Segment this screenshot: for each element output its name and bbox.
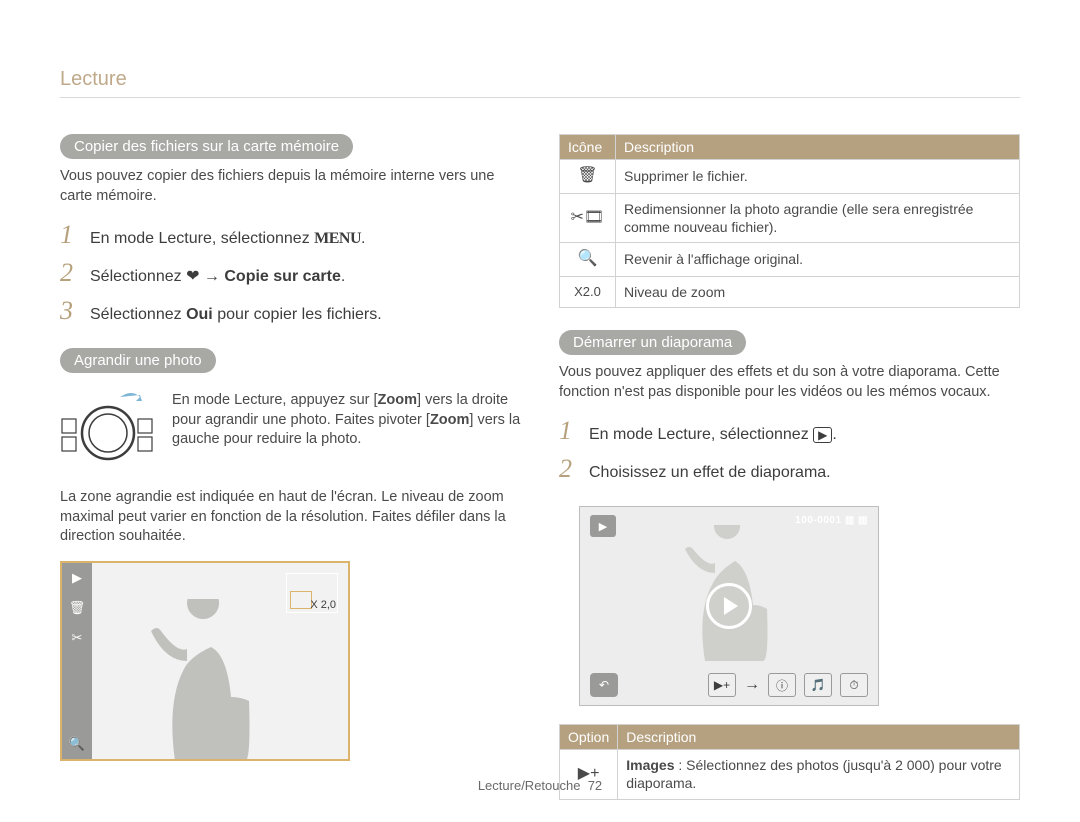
section-header: Lecture bbox=[60, 68, 1020, 91]
magnifier-icon: 🔍 bbox=[560, 243, 616, 277]
crop-icon: ✂ bbox=[62, 623, 92, 653]
arrow-icon: → bbox=[204, 268, 220, 285]
play-button-icon bbox=[706, 583, 752, 629]
info-icon: ⓘ bbox=[768, 673, 796, 697]
step-2: 2 Choisissez un effet de diaporama. bbox=[559, 454, 1020, 484]
divider bbox=[60, 97, 1020, 98]
slideshow-screenshot: ▶ 100-0001 ▥ ▥ ↶ ▶+ → ⓘ 🎵 ⏱ bbox=[579, 506, 879, 706]
page-footer: Lecture/Retouche 72 bbox=[0, 778, 1080, 793]
heart-icon: ❤ bbox=[186, 268, 199, 285]
slideshow-icon: ▶ bbox=[813, 427, 832, 443]
trash-icon: 🗑 bbox=[62, 593, 92, 623]
th-desc: Description bbox=[616, 135, 1020, 160]
table-row: 🔍 Revenir à l'affichage original. bbox=[560, 243, 1020, 277]
zoom-level-label: X 2,0 bbox=[310, 599, 336, 611]
step-number: 3 bbox=[60, 296, 80, 326]
play-badge-icon: ▶ bbox=[590, 515, 616, 537]
steps-copy: 1 En mode Lecture, sélectionnez MENU. 2 … bbox=[60, 220, 521, 326]
intro-slideshow: Vous pouvez appliquer des effets et du s… bbox=[559, 363, 1020, 402]
cell-desc: Redimensionner la photo agrandie (elle s… bbox=[616, 193, 1020, 242]
zoom-instruction-text: En mode Lecture, appuyez sur [Zoom] vers… bbox=[172, 391, 521, 450]
heading-copy-files: Copier des fichiers sur la carte mémoire bbox=[60, 134, 353, 159]
step-3: 3 Sélectionnez Oui pour copier les fichi… bbox=[60, 296, 521, 326]
resize-icon: ✂🎞 bbox=[560, 193, 616, 242]
left-column: Copier des fichiers sur la carte mémoire… bbox=[60, 134, 521, 822]
magnifier-icon: 🔍 bbox=[62, 729, 92, 759]
timer-icon: ⏱ bbox=[840, 673, 868, 697]
step-text: Choisissez un effet de diaporama. bbox=[589, 462, 831, 484]
heading-slideshow: Démarrer un diaporama bbox=[559, 330, 746, 355]
step-text: Sélectionnez Oui pour copier les fichier… bbox=[90, 304, 382, 326]
menu-icon: MENU bbox=[314, 230, 361, 247]
file-counter: 100-0001 ▥ ▥ bbox=[795, 515, 868, 526]
steps-slideshow: 1 En mode Lecture, sélectionnez ▶. 2 Cho… bbox=[559, 416, 1020, 484]
zoom-screenshot: ▶ 🗑 ✂ 🔍 X 2,0 bbox=[60, 561, 350, 761]
cell-desc: Revenir à l'affichage original. bbox=[616, 243, 1020, 277]
step-text: En mode Lecture, sélectionnez ▶. bbox=[589, 424, 837, 446]
step-number: 1 bbox=[559, 416, 579, 446]
right-column: Icône Description 🗑 Supprimer le fichier… bbox=[559, 134, 1020, 822]
child-silhouette bbox=[115, 599, 295, 759]
back-icon: ↶ bbox=[590, 673, 618, 697]
images-icon: ▶+ bbox=[708, 673, 736, 697]
th-icon: Icône bbox=[560, 135, 616, 160]
table-row: ✂🎞 Redimensionner la photo agrandie (ell… bbox=[560, 193, 1020, 242]
step-number: 2 bbox=[60, 258, 80, 288]
step-2: 2 Sélectionnez ❤ → Copie sur carte. bbox=[60, 258, 521, 288]
slideshow-bottom-bar: ↶ ▶+ → ⓘ 🎵 ⏱ bbox=[580, 673, 878, 697]
cell-desc: Supprimer le fichier. bbox=[616, 160, 1020, 194]
th-option: Option bbox=[560, 725, 618, 750]
step-text: En mode Lecture, sélectionnez MENU. bbox=[90, 228, 365, 250]
step-1: 1 En mode Lecture, sélectionnez MENU. bbox=[60, 220, 521, 250]
intro-copy-files: Vous pouvez copier des fichiers depuis l… bbox=[60, 167, 521, 206]
arrow-icon: → bbox=[744, 676, 760, 694]
trash-icon: 🗑 bbox=[560, 160, 616, 194]
icon-description-table: Icône Description 🗑 Supprimer le fichier… bbox=[559, 134, 1020, 308]
play-icon: ▶ bbox=[62, 563, 92, 593]
step-text: Sélectionnez ❤ → Copie sur carte. bbox=[90, 266, 345, 288]
zone-text: La zone agrandie est indiquée en haut de… bbox=[60, 488, 521, 547]
music-icon: 🎵 bbox=[804, 673, 832, 697]
step-number: 1 bbox=[60, 220, 80, 250]
step-1: 1 En mode Lecture, sélectionnez ▶. bbox=[559, 416, 1020, 446]
table-row: 🗑 Supprimer le fichier. bbox=[560, 160, 1020, 194]
step-number: 2 bbox=[559, 454, 579, 484]
zoom-level-icon: X2.0 bbox=[560, 276, 616, 307]
table-row: X2.0 Niveau de zoom bbox=[560, 276, 1020, 307]
th-desc: Description bbox=[618, 725, 1020, 750]
zoom-dial-illustration bbox=[60, 391, 156, 470]
heading-enlarge: Agrandir une photo bbox=[60, 348, 216, 373]
zoom-instruction-row: En mode Lecture, appuyez sur [Zoom] vers… bbox=[60, 391, 521, 470]
cell-desc: Niveau de zoom bbox=[616, 276, 1020, 307]
